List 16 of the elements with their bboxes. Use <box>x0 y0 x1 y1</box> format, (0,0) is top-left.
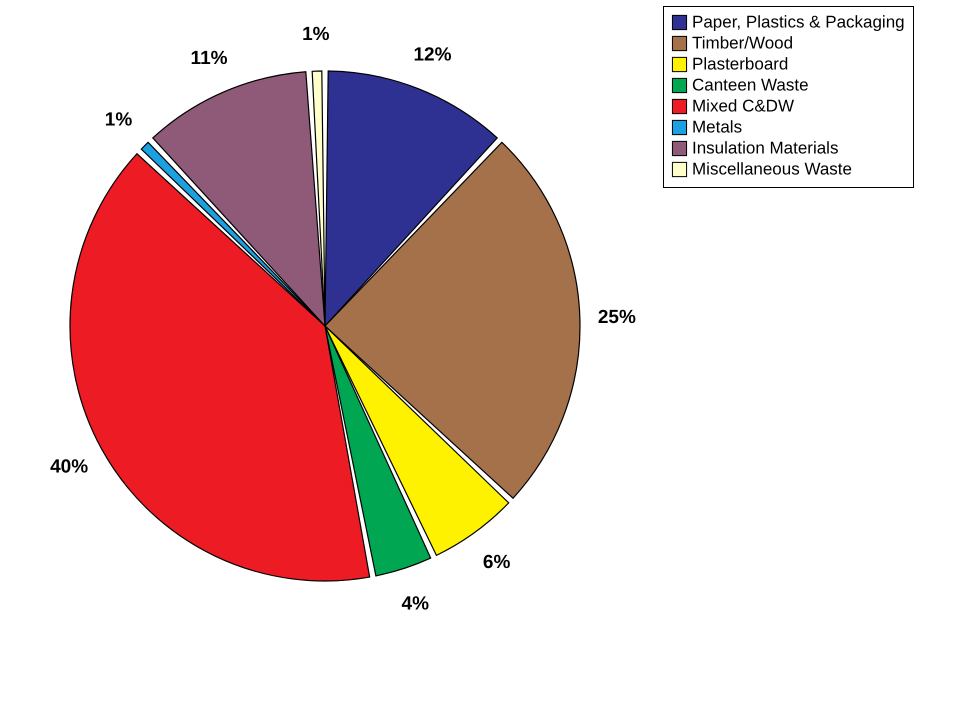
data-label: 11% <box>190 48 228 70</box>
data-label: 12% <box>413 44 452 66</box>
legend-label: Canteen Waste <box>692 76 809 94</box>
data-label: 1% <box>104 110 132 131</box>
data-label: 40% <box>50 456 88 478</box>
data-label: 4% <box>402 594 430 615</box>
data-label: 25% <box>598 306 636 328</box>
data-label: 6% <box>482 552 510 574</box>
legend-label: Paper, Plastics & Packaging <box>692 12 905 32</box>
legend-label: Insulation Materials <box>692 138 838 158</box>
legend-label: Plasterboard <box>692 54 788 74</box>
data-label: 1% <box>302 24 330 46</box>
legend-label: Timber/Wood <box>692 34 794 52</box>
legend-label: Mixed C&DW <box>692 96 794 116</box>
legend-label: Miscellaneous Waste <box>692 160 852 178</box>
legend-label: Metals <box>692 118 742 136</box>
